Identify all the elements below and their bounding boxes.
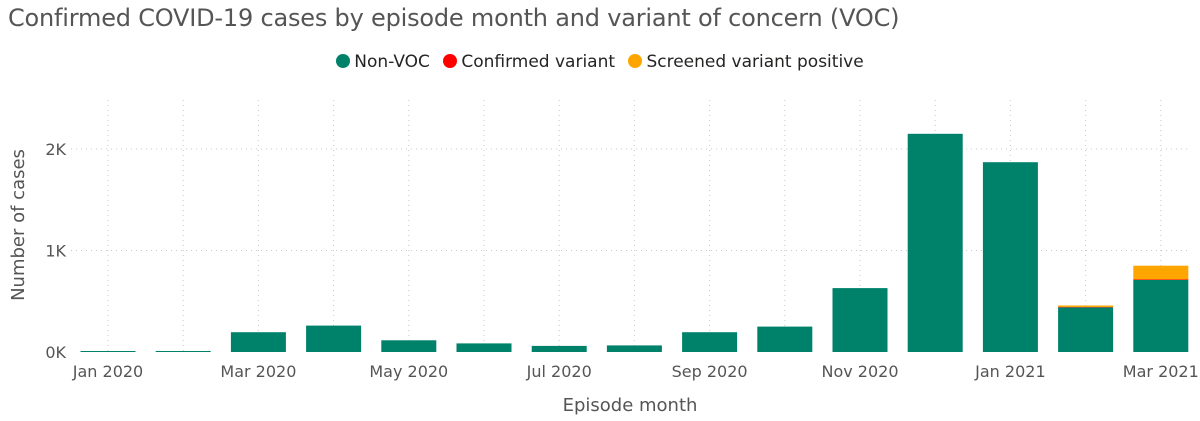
legend-label-non-voc: Non-VOC	[354, 52, 430, 72]
legend-item-screened-variant[interactable]: Screened variant positive	[628, 52, 864, 72]
x-axis-ticks: Jan 2020 Mar 2020 May 2020 Jul 2020 Sep 2020…	[72, 362, 1199, 381]
bar-non-voc-jul-2020	[531, 345, 587, 352]
x-tick-label-mar-2020: Mar 2020	[220, 362, 296, 381]
bar-non-voc-apr-2020	[306, 325, 362, 352]
bar-non-voc-jan-2021	[982, 162, 1038, 352]
x-tick-label-may-2020: May 2020	[369, 362, 448, 381]
bar-screened-variant-positive-feb-2021	[1058, 305, 1114, 307]
chart-title: Confirmed COVID-19 cases by episode mont…	[8, 4, 900, 32]
bar-screened-variant-positive-mar-2021	[1133, 265, 1189, 280]
legend-item-non-voc[interactable]: Non-VOC	[336, 52, 430, 72]
x-tick-label-sep-2020: Sep 2020	[672, 362, 748, 381]
bar-non-voc-mar-2021	[1133, 279, 1189, 352]
y-tick-label-2k: 2K	[45, 140, 66, 159]
bar-non-voc-nov-2020	[832, 288, 888, 352]
legend-label-confirmed-variant: Confirmed variant	[461, 52, 616, 72]
bar-non-voc-dec-2020	[907, 133, 963, 352]
bar-non-voc-jan-2020	[80, 351, 136, 352]
y-tick-label-1k: 1K	[45, 242, 66, 261]
x-tick-label-jan-2021: Jan 2021	[974, 362, 1045, 381]
legend: Non-VOC Confirmed variant Screened varia…	[0, 52, 1200, 72]
bar-non-voc-feb-2021	[1058, 307, 1114, 352]
y-axis-title: Number of cases	[8, 149, 29, 301]
x-axis-title: Episode month	[563, 395, 698, 416]
bar-non-voc-mar-2020	[230, 332, 286, 352]
x-tick-label-nov-2020: Nov 2020	[821, 362, 898, 381]
legend-dot-confirmed-variant	[443, 54, 458, 68]
bar-non-voc-sep-2020	[682, 332, 738, 352]
legend-dot-non-voc	[336, 54, 351, 68]
bar-non-voc-oct-2020	[757, 326, 813, 352]
legend-label-screened-variant: Screened variant positive	[646, 52, 864, 72]
bar-non-voc-aug-2020	[606, 345, 662, 352]
y-tick-label-0k: 0K	[45, 343, 66, 362]
x-tick-label-jan-2020: Jan 2020	[72, 362, 143, 381]
x-tick-label-mar-2021: Mar 2021	[1123, 362, 1199, 381]
legend-dot-screened-variant	[628, 54, 643, 68]
y-axis-ticks: 0K 1K 2K	[45, 140, 66, 362]
bar-non-voc-jun-2020	[456, 343, 512, 352]
bar-non-voc-feb-2020	[155, 351, 211, 352]
x-tick-label-jul-2020: Jul 2020	[526, 362, 592, 381]
bars	[80, 133, 1189, 352]
legend-item-confirmed-variant[interactable]: Confirmed variant	[443, 52, 615, 72]
bar-non-voc-may-2020	[381, 340, 437, 352]
